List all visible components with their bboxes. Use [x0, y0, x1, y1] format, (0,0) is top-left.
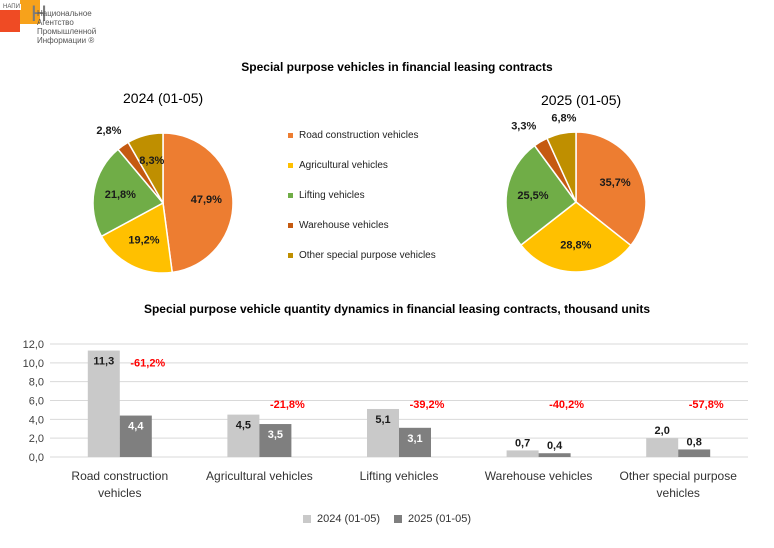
bar-2025-road	[119, 415, 152, 457]
bar-legend: 2024 (01-05) 2025 (01-05)	[0, 513, 774, 525]
pie-label-warehouse: 3,3%	[511, 120, 536, 132]
pie-slice-lifting	[92, 148, 165, 238]
bar-2025-warehouse	[538, 453, 571, 457]
bar-value-label-2025: 4,4	[128, 421, 144, 433]
logo-text-line: Агентство	[37, 18, 74, 27]
pie-label-road: 47,9%	[191, 194, 222, 206]
y-tick-label: 2,0	[29, 433, 44, 445]
pie-2025-title: 2025 (01-05)	[541, 92, 622, 108]
pie-slice-other	[546, 131, 577, 203]
legend-label: Agricultural vehicles	[299, 159, 388, 171]
legend-item-other: Other special purpose vehicles	[288, 240, 436, 270]
y-tick-label: 6,0	[29, 396, 44, 408]
x-category-label: Other special purpose	[619, 469, 737, 483]
logo-orange-block	[20, 0, 40, 24]
pie-chart-2024: 47,9% 19,2% 21,8% 2,8% 8,3%	[92, 125, 234, 274]
legend-item-lifting: Lifting vehicles	[288, 180, 436, 210]
bar-2025-agricultural	[259, 424, 292, 457]
bar-legend-label: 2024 (01-05)	[317, 513, 380, 525]
pie-label-agricultural: 28,8%	[560, 239, 591, 251]
logo-small-text: НАПИ	[2, 4, 21, 10]
x-category-label: vehicles	[98, 486, 141, 500]
pie-label-lifting: 21,8%	[105, 189, 136, 201]
change-label: -40,2%	[549, 399, 584, 411]
legend-label: Warehouse vehicles	[299, 219, 389, 231]
bar-2024-warehouse	[506, 450, 539, 457]
logo-text-line: Национальное	[37, 9, 92, 18]
bar-value-label-2025: 0,4	[547, 440, 563, 452]
pie-slice-lifting	[505, 144, 578, 247]
x-category-label: Agricultural vehicles	[206, 469, 313, 483]
bar-2024-other	[646, 438, 679, 457]
pie-label-warehouse: 2,8%	[96, 125, 121, 137]
y-tick-label: 12,0	[23, 339, 44, 351]
legend-label: Road construction vehicles	[299, 129, 419, 141]
legend-item-warehouse: Warehouse vehicles	[288, 210, 436, 240]
bar-value-label-2025: 0,8	[687, 436, 702, 448]
pie-2024-title: 2024 (01-05)	[123, 90, 204, 106]
bar-2024-lifting	[367, 408, 399, 457]
change-label: -57,8%	[689, 399, 724, 411]
bar-value-label-2024: 0,7	[515, 437, 530, 449]
napi-logo: НАПИ Н Национальное Агентство Промышленн…	[0, 0, 100, 52]
x-category-label: Warehouse vehicles	[485, 469, 593, 483]
legend-label: Other special purpose vehicles	[299, 249, 436, 261]
y-tick-label: 10,0	[23, 358, 44, 370]
legend-item-road: Road construction vehicles	[288, 120, 436, 150]
pie-slice-other	[127, 132, 164, 206]
legend-swatch	[288, 132, 293, 138]
logo-letter: Н	[31, 1, 47, 26]
bar-legend-item-2024: 2024 (01-05)	[303, 513, 380, 525]
bar-value-label-2024: 2,0	[655, 425, 670, 437]
y-tick-label: 0,0	[29, 452, 44, 464]
bar-2025-lifting	[399, 427, 431, 457]
bar-value-label-2024: 11,3	[93, 356, 114, 368]
bar-2024-road	[87, 350, 120, 457]
x-category-label: vehicles	[657, 486, 700, 500]
bar-section-title: Special purpose vehicle quantity dynamic…	[143, 302, 651, 316]
bar-value-label-2025: 3,5	[268, 429, 283, 441]
bar-value-label-2025: 3,1	[407, 433, 422, 445]
change-label: -21,8%	[270, 399, 305, 411]
logo-text-line: Информации ®	[37, 36, 95, 45]
pie-section-title: Special purpose vehicles in financial le…	[241, 60, 553, 74]
legend-swatch	[288, 252, 293, 258]
legend-item-agricultural: Agricultural vehicles	[288, 150, 436, 180]
x-category-label: Lifting vehicles	[360, 469, 439, 483]
bar-chart: 0,0 2,0 4,0 6,0 8,0 10,0 12,0 11,3 4,4 -61,2% Road…	[23, 339, 748, 500]
pie-label-other: 6,8%	[551, 112, 576, 124]
y-tick-label: 4,0	[29, 414, 44, 426]
pie-slice-agricultural	[519, 201, 632, 273]
pie-slice-road	[575, 131, 647, 247]
x-category-label: Road construction	[71, 469, 168, 483]
pie-chart-2025: 35,7% 28,8% 25,5% 3,3% 6,8%	[505, 112, 647, 273]
bar-2025-other	[678, 449, 711, 457]
pie-slice-road	[162, 132, 234, 274]
pie-legend: Road construction vehicles Agricultural …	[288, 120, 436, 270]
bar-legend-swatch	[394, 515, 402, 523]
pie-slice-agricultural	[100, 201, 174, 274]
logo-text: Национальное Агентство Промышленной Инфо…	[37, 9, 101, 45]
pie-label-agricultural: 19,2%	[128, 234, 159, 246]
bar-value-label-2024: 5,1	[375, 414, 390, 426]
pie-label-road: 35,7%	[599, 177, 630, 189]
bar-2024-agricultural	[227, 414, 260, 457]
legend-swatch	[288, 162, 293, 168]
pie-label-other: 8,3%	[139, 155, 164, 167]
legend-swatch	[288, 222, 293, 228]
bar-legend-swatch	[303, 515, 311, 523]
logo-red-block	[0, 10, 20, 32]
y-tick-label: 8,0	[29, 377, 44, 389]
pie-label-lifting: 25,5%	[517, 190, 548, 202]
change-label: -61,2%	[130, 358, 165, 370]
logo-text-line: Промышленной	[37, 27, 97, 36]
bar-value-label-2024: 4,5	[236, 420, 251, 432]
change-label: -39,2%	[410, 399, 445, 411]
legend-swatch	[288, 192, 293, 198]
legend-label: Lifting vehicles	[299, 189, 365, 201]
bar-legend-item-2025: 2025 (01-05)	[394, 513, 471, 525]
bar-legend-label: 2025 (01-05)	[408, 513, 471, 525]
